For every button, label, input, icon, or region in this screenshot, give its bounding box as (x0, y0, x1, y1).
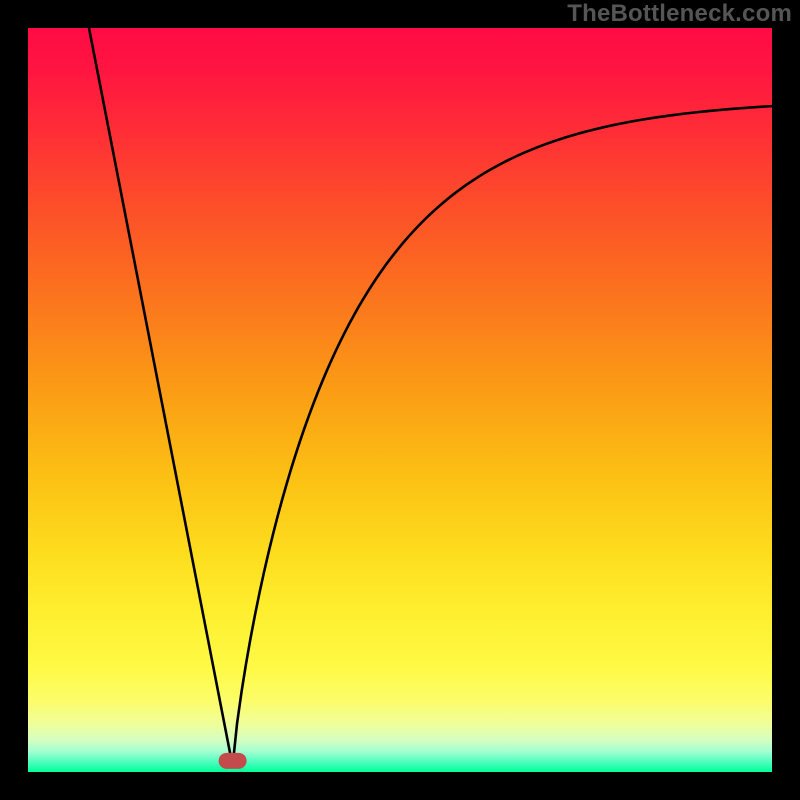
chart-svg (0, 0, 800, 800)
chart-root: TheBottleneck.com (0, 0, 800, 800)
watermark-text: TheBottleneck.com (567, 0, 792, 28)
valley-marker (219, 753, 247, 769)
plot-background (28, 28, 772, 772)
